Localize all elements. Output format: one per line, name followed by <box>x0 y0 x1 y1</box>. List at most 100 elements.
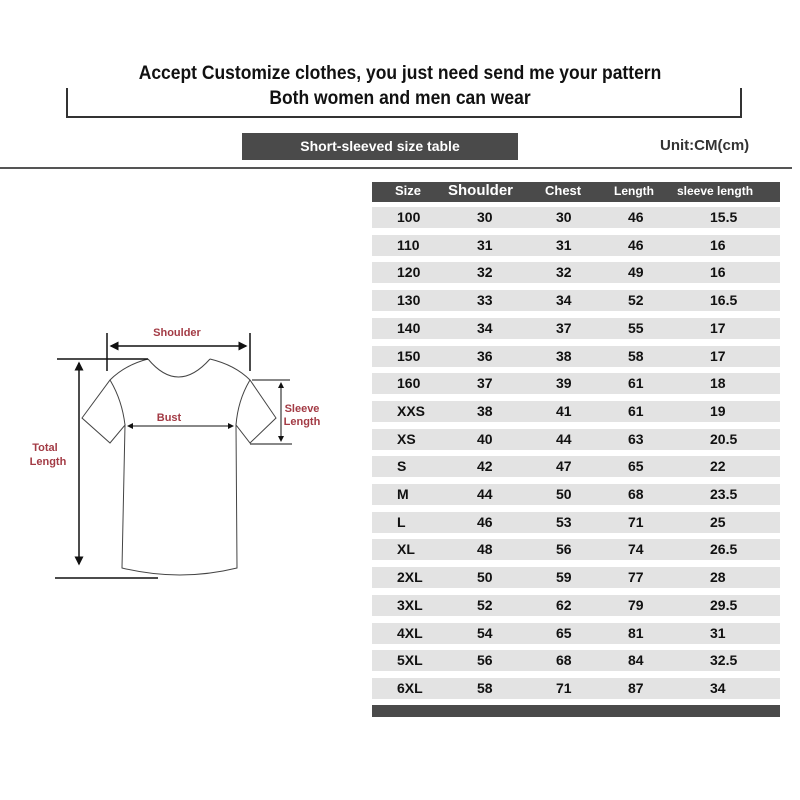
table-cell: 56 <box>556 541 572 558</box>
table-cell: 58 <box>477 679 493 696</box>
table-cell: 79 <box>628 596 644 613</box>
table-row: S 42 47 65 22 <box>372 456 780 478</box>
banner-frame <box>66 88 742 118</box>
table-cell: 58 <box>628 347 644 364</box>
table-cell: S <box>397 458 407 475</box>
table-row: 3XL 52 62 79 29.5 <box>372 594 780 616</box>
table-cell: 140 <box>397 319 421 336</box>
table-cell: 62 <box>556 596 572 613</box>
sleeve-length-label-1: Sleeve <box>285 403 320 415</box>
table-cell: XXS <box>397 402 426 419</box>
table-cell: 50 <box>477 569 493 586</box>
table-cell: 18 <box>710 375 726 392</box>
table-cell: 3XL <box>397 596 423 613</box>
table-cell: 37 <box>556 319 572 336</box>
table-row: 160 37 39 61 18 <box>372 373 780 395</box>
total-length-label-1: Total <box>32 442 57 454</box>
table-cell: 20.5 <box>710 430 738 447</box>
table-cell: 53 <box>556 513 572 530</box>
table-cell: 33 <box>477 292 493 309</box>
table-row: 6XL 58 71 87 34 <box>372 677 780 699</box>
table-row: 5XL 56 68 84 32.5 <box>372 650 780 672</box>
table-cell: 29.5 <box>710 596 738 613</box>
table-cell: 34 <box>477 319 493 336</box>
table-cell: 160 <box>397 375 421 392</box>
bust-label: Bust <box>157 412 182 424</box>
table-cell: 5XL <box>397 652 423 669</box>
table-row: M 44 50 68 23.5 <box>372 484 780 505</box>
table-cell: 2XL <box>397 569 423 586</box>
table-cell: 65 <box>556 624 572 641</box>
table-cell: 42 <box>477 458 493 475</box>
table-cell: 38 <box>556 347 572 364</box>
table-footer-bar <box>372 705 780 717</box>
sleeve-length-label-2: Length <box>284 416 321 428</box>
table-cell: 63 <box>628 430 644 447</box>
table-cell: 68 <box>628 486 644 502</box>
table-cell: 71 <box>556 679 572 696</box>
table-cell: 22 <box>710 458 726 475</box>
table-cell: 37 <box>477 375 493 392</box>
table-cell: 87 <box>628 679 644 696</box>
table-cell: 84 <box>628 652 644 669</box>
table-cell: 77 <box>628 569 644 586</box>
table-cell: 23.5 <box>710 486 738 502</box>
header-length: Length <box>614 184 654 198</box>
table-cell: 34 <box>556 292 572 309</box>
table-cell: 100 <box>397 209 421 225</box>
table-cell: 16.5 <box>710 292 738 309</box>
table-cell: 74 <box>628 541 644 558</box>
header-size: Size <box>395 183 422 198</box>
table-cell: 71 <box>628 513 644 530</box>
table-cell: 32.5 <box>710 652 738 669</box>
unit-label: Unit:CM(cm) <box>660 137 750 154</box>
table-cell: 34 <box>710 679 726 696</box>
table-cell: 31 <box>556 236 572 253</box>
table-cell: 41 <box>556 402 572 419</box>
table-cell: 61 <box>628 375 644 392</box>
table-cell: 110 <box>397 236 420 253</box>
table-row: 2XL 50 59 77 28 <box>372 567 780 589</box>
table-cell: 68 <box>556 652 572 669</box>
divider <box>0 167 792 169</box>
table-cell: 30 <box>556 209 572 225</box>
table-row: 130 33 34 52 16.5 <box>372 290 780 312</box>
table-cell: 59 <box>556 569 572 586</box>
table-cell: 46 <box>477 513 493 530</box>
table-cell: 48 <box>477 541 493 558</box>
table-row: XXS 38 41 61 19 <box>372 400 780 422</box>
table-row: 150 36 38 58 17 <box>372 345 780 367</box>
table-row: 4XL 54 65 81 31 <box>372 622 780 644</box>
table-cell: 17 <box>710 319 726 336</box>
table-cell: 120 <box>397 264 421 281</box>
table-cell: 49 <box>628 264 644 281</box>
total-length-label-2: Length <box>30 456 67 468</box>
header-shoulder: Shoulder <box>448 182 514 199</box>
tshirt-outline <box>81 358 277 576</box>
table-cell: 55 <box>628 319 644 336</box>
table-cell: 15.5 <box>710 209 738 225</box>
table-cell: 32 <box>477 264 493 281</box>
table-cell: 46 <box>628 209 644 225</box>
table-row: XS 40 44 63 20.5 <box>372 428 780 450</box>
table-cell: 19 <box>710 402 726 419</box>
table-cell: 31 <box>477 236 493 253</box>
table-row: L 46 53 71 25 <box>372 511 780 533</box>
table-cell: 56 <box>477 652 493 669</box>
table-cell: 44 <box>556 430 572 447</box>
table-cell: 17 <box>710 347 726 364</box>
table-cell: 52 <box>477 596 493 613</box>
table-cell: XL <box>397 541 415 558</box>
table-cell: 6XL <box>397 679 423 696</box>
table-cell: 130 <box>397 292 421 309</box>
table-cell: 81 <box>628 624 644 641</box>
table-cell: 150 <box>397 347 421 364</box>
table-row: 140 34 37 55 17 <box>372 317 780 339</box>
table-cell: 16 <box>710 264 726 281</box>
shoulder-label: Shoulder <box>153 327 201 339</box>
tshirt-diagram: Shoulder Bust Sleeve Length Total Length <box>30 327 321 579</box>
table-cell: 44 <box>477 486 493 502</box>
table-cell: 40 <box>477 430 493 447</box>
table-cell: 26.5 <box>710 541 738 558</box>
table-cell: 65 <box>628 458 644 475</box>
